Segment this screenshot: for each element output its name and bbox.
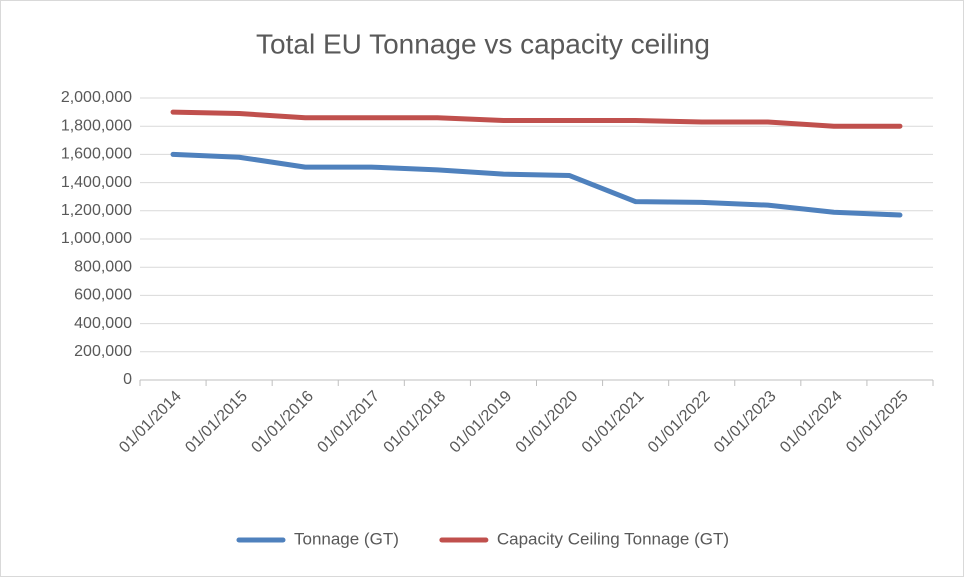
- y-tick-label: 2,000,000: [61, 89, 132, 106]
- y-tick-label: 600,000: [74, 287, 132, 304]
- legend-label: Tonnage (GT): [294, 529, 399, 548]
- series-line: [170, 109, 903, 129]
- y-tick-label: 1,200,000: [61, 202, 132, 219]
- y-tick-label: 400,000: [74, 315, 132, 332]
- y-tick-label: 800,000: [74, 258, 132, 275]
- y-tick-label: 0: [123, 371, 132, 388]
- series-line: [170, 151, 903, 218]
- y-tick-label: 1,400,000: [61, 174, 132, 191]
- chart-title: Total EU Tonnage vs capacity ceiling: [256, 28, 710, 59]
- y-tick-label: 1,000,000: [61, 230, 132, 247]
- y-tick-label: 200,000: [74, 343, 132, 360]
- y-tick-label: 1,600,000: [61, 146, 132, 163]
- y-tick-label: 1,800,000: [61, 117, 132, 134]
- legend-label: Capacity Ceiling Tonnage (GT): [497, 529, 729, 548]
